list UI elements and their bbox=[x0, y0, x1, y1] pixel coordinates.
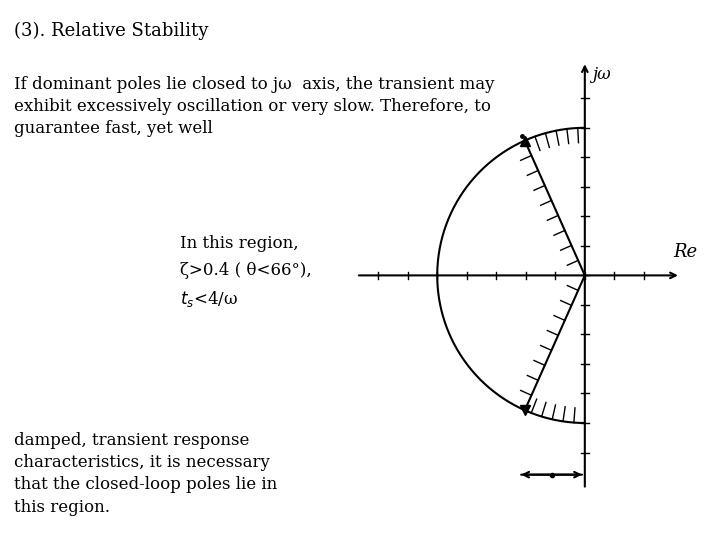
Text: damped, transient response
characteristics, it is necessary
that the closed-loop: damped, transient response characteristi… bbox=[14, 432, 278, 516]
Text: jω: jω bbox=[593, 66, 611, 83]
Text: In this region,: In this region, bbox=[180, 235, 299, 252]
Text: If dominant poles lie closed to jω  axis, the transient may
exhibit excessively : If dominant poles lie closed to jω axis,… bbox=[14, 76, 495, 137]
Text: ζ>0.4 ( θ<66°),: ζ>0.4 ( θ<66°), bbox=[180, 262, 312, 279]
Text: $t_s$<4/ω: $t_s$<4/ω bbox=[180, 289, 238, 309]
Text: (3). Relative Stability: (3). Relative Stability bbox=[14, 22, 209, 40]
Text: Re: Re bbox=[673, 242, 698, 261]
